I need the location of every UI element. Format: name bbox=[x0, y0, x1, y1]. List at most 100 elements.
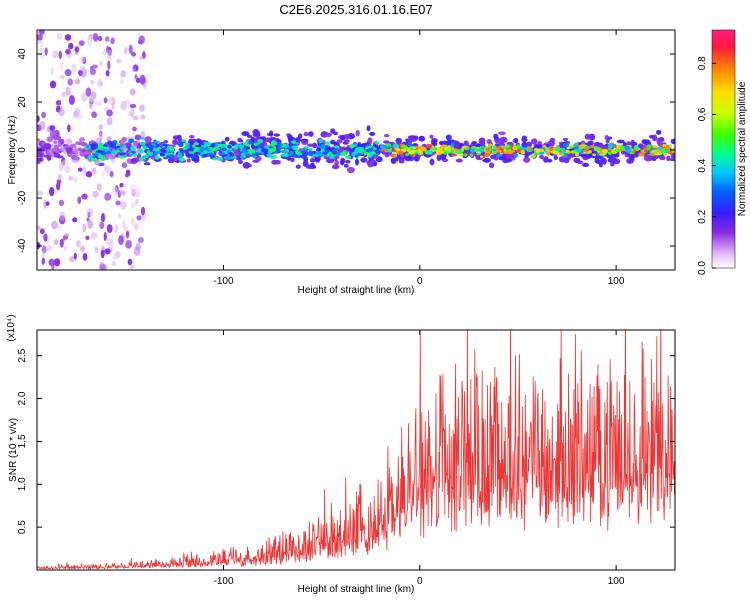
spectrogram-cell bbox=[337, 147, 345, 153]
spectrogram-cell bbox=[51, 220, 58, 230]
spectrogram-cell bbox=[543, 159, 548, 163]
spectrogram-cell bbox=[139, 141, 146, 146]
spectrogram-cell bbox=[478, 137, 486, 145]
spectrogram-cell bbox=[120, 70, 127, 78]
spectrogram-cell bbox=[413, 135, 419, 140]
spectrogram-cell bbox=[65, 147, 72, 154]
spectrogram-cell bbox=[386, 149, 393, 153]
spectrogram-cell bbox=[355, 147, 362, 151]
spectrogram-cell bbox=[93, 32, 99, 42]
colorbar-tick-label: 0.2 bbox=[697, 209, 708, 223]
spectrogram-cell bbox=[117, 213, 122, 219]
spectrogram-cell bbox=[37, 152, 42, 158]
spectrogram-cell bbox=[125, 173, 129, 178]
spectrogram-cell bbox=[521, 141, 528, 149]
spectrogram-cell bbox=[103, 143, 108, 147]
spectrogram-cell bbox=[58, 108, 65, 117]
spectrogram-cell bbox=[53, 238, 59, 246]
spectrogram-cell bbox=[662, 143, 667, 148]
spectrogram-cell bbox=[496, 153, 503, 158]
spectrogram-cell bbox=[350, 148, 354, 152]
spectrogram-cell bbox=[643, 154, 652, 162]
spectrogram-cell bbox=[239, 144, 244, 150]
spectrogram-cell bbox=[111, 104, 115, 110]
spectrogram-cell bbox=[624, 145, 631, 150]
spectrogram-cell bbox=[121, 144, 127, 148]
spectrogram-cell bbox=[616, 139, 625, 144]
spectrogram-cell bbox=[119, 189, 124, 197]
spectrogram-cell bbox=[492, 145, 497, 150]
spectrogram-cell bbox=[521, 135, 527, 140]
spectrogram-cell bbox=[558, 156, 566, 163]
spectrogram-cell bbox=[130, 216, 135, 227]
spectrogram-cell bbox=[379, 148, 384, 152]
spectrogram-cell bbox=[79, 65, 87, 72]
spectrogram-cell bbox=[125, 99, 132, 105]
spectrogram-cell bbox=[103, 231, 107, 242]
spectrogram-cell bbox=[315, 147, 322, 152]
spectrogram-cell bbox=[589, 145, 596, 149]
spectrogram-cell bbox=[96, 150, 103, 153]
spectrogram-cell bbox=[37, 157, 44, 163]
spectrogram-cell bbox=[90, 232, 98, 240]
spectrogram-cell bbox=[577, 160, 584, 165]
spectrogram-cell bbox=[101, 171, 105, 177]
spectrogram-cell bbox=[220, 152, 226, 156]
spectrogram-cell bbox=[79, 142, 88, 146]
spectrogram-cell bbox=[212, 157, 219, 161]
spectrogram-cell bbox=[405, 152, 410, 157]
spectrogram-cell bbox=[246, 143, 250, 147]
spectrogram-cell bbox=[53, 153, 61, 158]
spectrogram-cell bbox=[354, 158, 360, 166]
spectrogram-cell bbox=[45, 244, 52, 252]
spectrogram-cell bbox=[76, 240, 81, 248]
spectrogram-cell bbox=[304, 150, 309, 156]
spectrogram-cell bbox=[106, 224, 113, 234]
spectrogram-cell bbox=[125, 240, 132, 249]
snr-ytick-label: 1.0 bbox=[17, 477, 28, 491]
spectrogram-cell bbox=[213, 147, 220, 151]
spectrogram-cell bbox=[203, 153, 208, 158]
spectrogram-cell bbox=[450, 142, 455, 147]
spectrogram-cell bbox=[53, 144, 60, 149]
spectrogram-cell bbox=[400, 153, 405, 158]
spectrogram-cell bbox=[133, 153, 137, 157]
spectrogram-cell bbox=[68, 175, 74, 181]
spectrogram-cell bbox=[136, 215, 142, 221]
spectrogram-cell bbox=[64, 166, 71, 174]
spectrogram-cell bbox=[168, 154, 174, 159]
spectrogram-cell bbox=[186, 158, 191, 163]
spectrogram-xlabel: Height of straight line (km) bbox=[298, 285, 415, 296]
snr-xlabel: Height of straight line (km) bbox=[298, 584, 415, 595]
spectrogram-cell bbox=[129, 103, 137, 109]
spectrogram-cell bbox=[389, 153, 397, 158]
spectrogram-cell bbox=[300, 147, 306, 151]
spectrogram-cell bbox=[103, 97, 108, 104]
spectrogram-cell bbox=[568, 145, 575, 149]
spectrogram-cell bbox=[129, 264, 135, 270]
spectrogram-cell bbox=[367, 137, 373, 144]
spectrogram-cell bbox=[76, 114, 83, 120]
colorbar-gradient bbox=[711, 29, 736, 269]
spectrogram-cell bbox=[125, 230, 130, 239]
spectrogram-cell bbox=[383, 140, 390, 144]
spectrogram-cell bbox=[71, 156, 79, 164]
spectrogram-cell bbox=[582, 162, 590, 168]
spectrogram-cell bbox=[493, 133, 499, 140]
spectrogram-cell bbox=[134, 201, 138, 208]
spectrogram-cell bbox=[346, 166, 355, 174]
spectrogram-cell bbox=[69, 256, 75, 262]
spectrogram-cell bbox=[429, 158, 435, 166]
spectrogram-cell bbox=[59, 74, 65, 79]
spectrogram-cell bbox=[264, 145, 269, 149]
spectrogram-cell bbox=[92, 190, 99, 198]
spectrogram-cell bbox=[37, 115, 40, 123]
spectrogram-cell bbox=[247, 149, 253, 152]
spectrogram-cell bbox=[277, 142, 283, 147]
spectrogram-cell bbox=[37, 225, 41, 231]
spectrogram-cell bbox=[116, 58, 122, 64]
spectrogram-cell bbox=[90, 145, 97, 150]
spectrogram-cell bbox=[202, 149, 208, 154]
spectrogram-cell bbox=[329, 140, 336, 145]
spectrogram-cell bbox=[649, 153, 656, 156]
